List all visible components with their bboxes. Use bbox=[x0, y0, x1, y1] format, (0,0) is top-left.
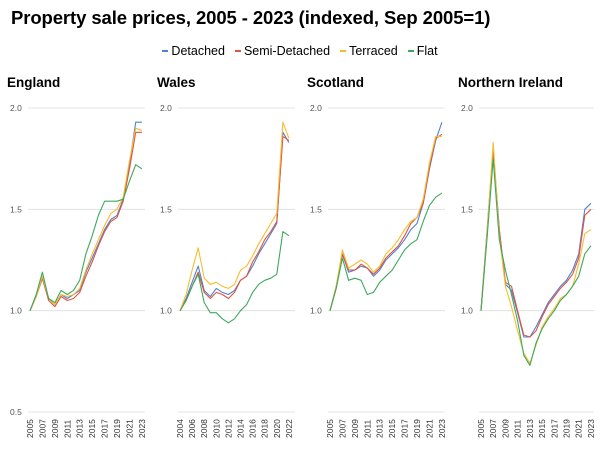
y-tick-label: 2.0 bbox=[461, 103, 473, 113]
x-tick-label: 2013 bbox=[75, 419, 85, 438]
y-tick-label: 1.5 bbox=[10, 204, 22, 214]
x-tick-label: 2020 bbox=[272, 419, 282, 438]
x-tick-label: 2007 bbox=[488, 419, 498, 438]
x-tick-label: 2023 bbox=[586, 419, 596, 438]
y-tick-label: 1.0 bbox=[310, 306, 322, 316]
y-tick-label: 0.5 bbox=[10, 407, 22, 417]
x-tick-label: 2011 bbox=[513, 419, 523, 438]
series-line-semi-detached bbox=[329, 133, 443, 311]
series-line-detached bbox=[179, 131, 290, 311]
legend-item-semi-detached: Semi-Detached bbox=[234, 44, 331, 58]
x-tick-label: 2018 bbox=[260, 419, 270, 438]
series-line-flat bbox=[329, 192, 443, 311]
series-line-semi-detached bbox=[480, 152, 592, 338]
x-tick-label: 2016 bbox=[248, 419, 258, 438]
x-tick-label: 2011 bbox=[362, 419, 372, 438]
x-tick-label: 2019 bbox=[112, 419, 122, 438]
x-tick-label: 2005 bbox=[325, 419, 335, 438]
x-tick-label: 2015 bbox=[537, 419, 547, 438]
series-line-detached bbox=[480, 147, 592, 338]
x-tick-label: 2023 bbox=[137, 419, 147, 438]
y-tick-label: 2.0 bbox=[310, 103, 322, 113]
x-tick-label: 2007 bbox=[37, 419, 47, 438]
legend-item-flat: Flat bbox=[407, 44, 438, 58]
series-line-semi-detached bbox=[29, 131, 142, 311]
x-tick-label: 2005 bbox=[25, 419, 35, 438]
x-tick-label: 2023 bbox=[437, 419, 447, 438]
series-line-flat bbox=[480, 158, 592, 366]
series-line-detached bbox=[29, 121, 142, 311]
panel-title: Wales bbox=[157, 75, 196, 90]
x-tick-label: 2014 bbox=[236, 419, 246, 438]
y-tick-label: 1.5 bbox=[160, 204, 172, 214]
legend-label: Detached bbox=[171, 44, 225, 58]
x-tick-label: 2017 bbox=[549, 419, 559, 438]
y-tick-label: 1.0 bbox=[461, 306, 473, 316]
series-line-terraced bbox=[29, 127, 143, 311]
x-tick-label: 2005 bbox=[476, 419, 486, 438]
legend-swatch bbox=[407, 50, 414, 52]
x-tick-label: 2011 bbox=[62, 419, 72, 438]
legend-label: Terraced bbox=[349, 44, 398, 58]
series-line-terraced bbox=[329, 135, 442, 311]
series-line-flat bbox=[29, 164, 143, 311]
legend-item-terraced: Terraced bbox=[340, 44, 398, 58]
legend-swatch bbox=[234, 50, 241, 52]
chart-title: Property sale prices, 2005 - 2023 (index… bbox=[11, 7, 491, 28]
x-tick-label: 2015 bbox=[87, 419, 97, 438]
y-tick-label: 1.0 bbox=[10, 306, 22, 316]
x-tick-label: 2022 bbox=[284, 419, 294, 438]
x-tick-label: 2009 bbox=[350, 419, 360, 438]
x-tick-label: 2021 bbox=[124, 419, 134, 438]
x-tick-label: 2021 bbox=[574, 419, 584, 438]
x-tick-label: 2007 bbox=[337, 419, 347, 438]
panel-title: Scotland bbox=[307, 75, 364, 90]
legend-item-detached: Detached bbox=[162, 44, 225, 58]
legend-label: Semi-Detached bbox=[243, 44, 331, 58]
series-line-terraced bbox=[179, 121, 290, 311]
x-tick-label: 2017 bbox=[400, 419, 410, 438]
series-line-flat bbox=[179, 231, 290, 324]
legend-swatch bbox=[340, 50, 347, 52]
legend-swatch bbox=[162, 50, 169, 52]
x-tick-label: 2006 bbox=[187, 419, 197, 438]
y-tick-label: 1.5 bbox=[461, 204, 473, 214]
panel-title: Northern Ireland bbox=[458, 75, 563, 90]
y-tick-label: 1.0 bbox=[160, 306, 172, 316]
y-tick-label: 2.0 bbox=[160, 103, 172, 113]
x-tick-label: 2010 bbox=[211, 419, 221, 438]
x-tick-label: 2012 bbox=[223, 419, 233, 438]
x-tick-label: 2015 bbox=[387, 419, 397, 438]
y-tick-label: 1.5 bbox=[310, 204, 322, 214]
x-tick-label: 2019 bbox=[562, 419, 572, 438]
x-tick-label: 2004 bbox=[175, 419, 185, 438]
panel-title: England bbox=[7, 75, 60, 90]
x-tick-label: 2013 bbox=[375, 419, 385, 438]
series-line-semi-detached bbox=[179, 135, 290, 311]
x-tick-label: 2019 bbox=[412, 419, 422, 438]
x-tick-label: 2008 bbox=[199, 419, 209, 438]
legend: Detached Semi-Detached Terraced Flat bbox=[0, 44, 600, 58]
x-tick-label: 2009 bbox=[50, 419, 60, 438]
x-tick-label: 2013 bbox=[525, 419, 535, 438]
y-tick-label: 2.0 bbox=[10, 103, 22, 113]
x-tick-label: 2017 bbox=[100, 419, 110, 438]
x-tick-label: 2009 bbox=[500, 419, 510, 438]
legend-label: Flat bbox=[416, 44, 438, 58]
x-tick-label: 2021 bbox=[424, 419, 434, 438]
